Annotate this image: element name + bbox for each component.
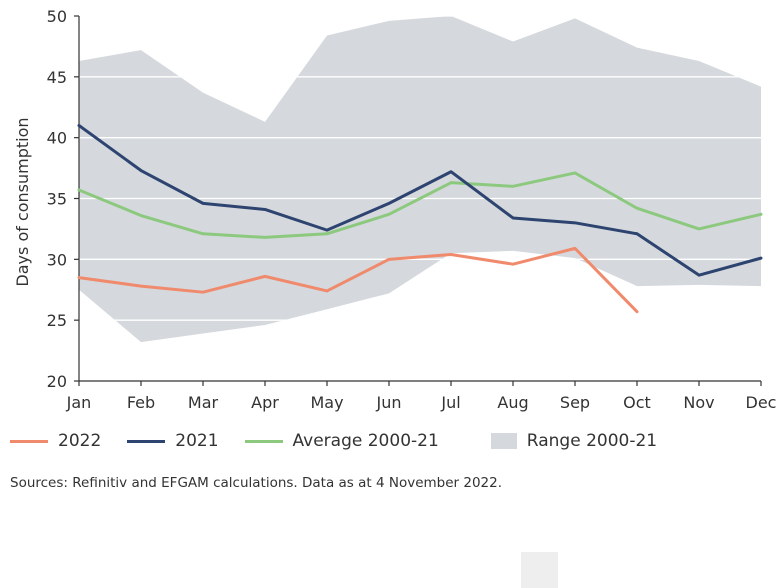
source-note: Sources: Refinitiv and EFGAM calculation… xyxy=(10,475,503,491)
y-tick-label-45: 45 xyxy=(47,68,67,87)
x-tick-label-jul: Jul xyxy=(440,393,460,412)
y-tick-label-50: 50 xyxy=(47,7,67,26)
legend-label-range: Range 2000-21 xyxy=(526,431,658,451)
legend-item-2022: 2022 xyxy=(10,431,101,451)
legend-swatch-2021 xyxy=(127,439,166,443)
legend-swatch-average xyxy=(244,439,283,443)
legend-swatch-2022 xyxy=(10,439,48,443)
legend-label-2022: 2022 xyxy=(58,431,102,451)
range-band xyxy=(79,16,761,343)
y-tick-label-40: 40 xyxy=(47,129,67,148)
blank-placeholder xyxy=(521,552,558,588)
x-tick-label-sep: Sep xyxy=(560,393,590,412)
x-tick-label-dec: Dec xyxy=(746,393,776,412)
x-tick-label-mar: Mar xyxy=(188,393,219,412)
series-line-average-2000-21 xyxy=(77,171,763,239)
legend-swatch-range xyxy=(490,433,517,449)
y-tick-label-30: 30 xyxy=(47,250,67,269)
y-tick-label-25: 25 xyxy=(47,311,67,330)
legend-item-range: Range 2000-21 xyxy=(490,431,658,451)
y-tick-label-20: 20 xyxy=(47,372,67,391)
legend-item-average: Average 2000-21 xyxy=(244,431,439,451)
series-line-2022 xyxy=(77,246,639,314)
series-line-2021 xyxy=(77,124,763,277)
x-tick-label-oct: Oct xyxy=(623,393,651,412)
legend-item-2021: 2021 xyxy=(127,431,219,451)
chart-area: 20 25 30 35 40 45 50 Jan Feb Mar Apr May Jun Jul Aug S… xyxy=(13,7,776,412)
legend: 2022 2021 Average 2000-21 Range 2000-21 xyxy=(10,428,683,454)
legend-label-2021: 2021 xyxy=(175,431,219,451)
x-tick-label-feb: Feb xyxy=(127,393,155,412)
x-tick-label-jun: Jun xyxy=(376,393,402,412)
x-tick-label-may: May xyxy=(310,393,343,412)
x-tick-label-apr: Apr xyxy=(251,393,279,412)
y-axis-label: Days of consumption xyxy=(13,117,32,286)
legend-label-average: Average 2000-21 xyxy=(292,431,439,451)
x-tick-label-nov: Nov xyxy=(683,393,714,412)
x-tick-label-aug: Aug xyxy=(497,393,528,412)
y-tick-label-35: 35 xyxy=(47,190,67,209)
x-tick-label-jan: Jan xyxy=(66,393,92,412)
